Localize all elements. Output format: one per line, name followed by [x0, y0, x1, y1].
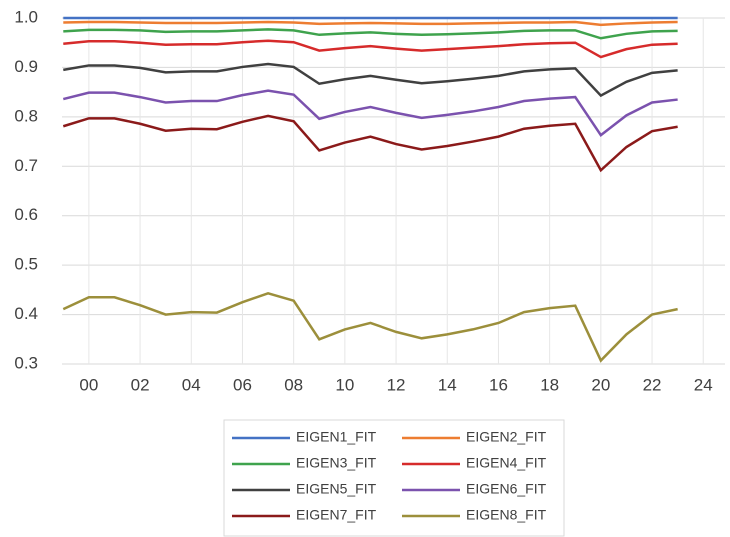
- x-tick-label: 18: [540, 375, 559, 394]
- series-line: [62, 292, 678, 363]
- y-tick-label: 0.8: [14, 106, 38, 125]
- series-line: [63, 28, 678, 40]
- series-line: [63, 39, 678, 59]
- x-tick-label: 16: [489, 375, 508, 394]
- legend-label: EIGEN6_FIT: [466, 481, 547, 497]
- y-tick-label: 0.6: [14, 205, 38, 224]
- x-tick-label: 06: [233, 375, 252, 394]
- x-tick-label: 04: [182, 375, 201, 394]
- x-tick-label: 20: [591, 375, 610, 394]
- legend-label: EIGEN5_FIT: [296, 481, 377, 497]
- series-line: [62, 89, 678, 137]
- series-line: [62, 114, 678, 173]
- legend-label: EIGEN3_FIT: [296, 455, 377, 471]
- legend: EIGEN1_FIT EIGEN2_FIT EIGEN3_FIT EIGEN4_FIT…: [223, 419, 565, 537]
- x-tick-label: 00: [79, 375, 98, 394]
- legend-label: EIGEN1_FIT: [296, 429, 377, 445]
- y-tick-label: 0.9: [14, 57, 38, 76]
- y-tick-label: 1.0: [14, 7, 38, 26]
- x-tick-label: 14: [438, 375, 457, 394]
- y-tick-label: 0.7: [14, 156, 38, 175]
- legend-label: EIGEN7_FIT: [296, 507, 377, 523]
- x-tick-label: 08: [284, 375, 303, 394]
- series-line: [63, 62, 678, 98]
- x-tick-label: 02: [131, 375, 150, 394]
- series-line: [63, 20, 678, 27]
- x-tick-label: 22: [643, 375, 662, 394]
- legend-label: EIGEN8_FIT: [466, 507, 547, 523]
- legend-box: [223, 419, 565, 537]
- x-tick-label: 12: [387, 375, 406, 394]
- y-tick-label: 0.5: [14, 255, 38, 274]
- x-tick-label: 24: [694, 375, 713, 394]
- y-tick-label: 0.3: [14, 353, 38, 372]
- legend-label: EIGEN4_FIT: [466, 455, 547, 471]
- y-tick-label: 0.4: [14, 304, 38, 323]
- legend-label: EIGEN2_FIT: [466, 429, 547, 445]
- x-tick-label: 10: [335, 375, 354, 394]
